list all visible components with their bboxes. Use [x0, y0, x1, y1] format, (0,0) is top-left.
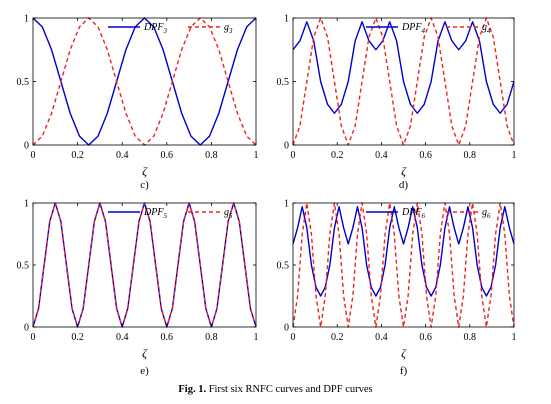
caption-label: Fig. 1. [178, 384, 207, 395]
x-tick-label: 0.2 [71, 150, 84, 161]
legend-entry-dpf4: DPF4 [401, 22, 425, 35]
x-tick-label: 0.4 [375, 150, 388, 161]
x-tick-label: 0.6 [419, 150, 432, 161]
panel-label: d) [399, 179, 409, 191]
series-line-dpf4 [293, 21, 514, 114]
legend-entry-g4: g4 [482, 22, 491, 35]
x-tick-label: 0.2 [331, 150, 344, 161]
x-tick-label: 1 [512, 332, 517, 343]
x-tick-label: 0.4 [116, 332, 129, 343]
legend-entry-dpf6: DPF6 [401, 207, 425, 220]
series-line-g3 [33, 17, 256, 146]
x-axis-label: ζ [401, 164, 407, 178]
y-tick-label: 0 [24, 141, 29, 152]
legend-entry-g6: g6 [482, 207, 491, 220]
x-axis-label: ζ [142, 164, 148, 178]
plot-frame [292, 202, 515, 328]
x-tick-label: 0.4 [116, 150, 129, 161]
x-tick-label: 0.8 [205, 332, 218, 343]
series-line-g6 [293, 202, 514, 328]
series-line-g5 [33, 202, 256, 328]
x-tick-label: 0 [291, 332, 296, 343]
x-tick-label: 0.6 [419, 332, 432, 343]
legend-entry-dpf3: DPF3 [143, 22, 167, 35]
y-tick-label: 1 [24, 199, 29, 210]
chart-panel-4: 0 0.2 0.4 0.6 0.8 1 0 0.5 1 ζ f) DPF6 g6 [277, 199, 517, 378]
y-tick-label: 1 [24, 14, 29, 25]
x-tick-label: 0 [31, 332, 36, 343]
x-tick-label: 0.6 [161, 332, 174, 343]
chart-panel-1: 0 0.2 0.4 0.6 0.8 1 0 0.5 1 ζc) DPF3 g3 [17, 14, 259, 192]
y-tick-label: 0.5 [277, 261, 290, 272]
x-tick-label: 0.8 [464, 332, 477, 343]
legend-entry-dpf5: DPF5 [143, 207, 167, 220]
x-tick-label: 0.8 [205, 150, 218, 161]
x-tick-label: 0.8 [464, 150, 477, 161]
y-tick-label: 0 [284, 141, 289, 152]
series-line-dpf6 [293, 206, 514, 297]
x-tick-label: 0.2 [331, 332, 344, 343]
panel-label: e) [140, 365, 149, 377]
x-tick-label: 0 [291, 150, 296, 161]
y-tick-label: 0.5 [17, 77, 30, 88]
panel-label: c) [140, 179, 149, 191]
x-tick-label: 1 [254, 150, 259, 161]
x-tick-label: 1 [254, 332, 259, 343]
x-tick-label: 0.2 [71, 332, 84, 343]
x-tick-label: 0.4 [375, 332, 388, 343]
x-tick-label: 0.6 [161, 150, 174, 161]
y-tick-label: 0 [284, 323, 289, 334]
panel-label: f) [400, 365, 408, 377]
caption-text: First six RNFC curves and DPF curves [206, 384, 373, 395]
y-tick-label: 0 [24, 323, 29, 334]
x-axis-label: ζ [401, 346, 407, 360]
y-tick-label: 0.5 [277, 77, 290, 88]
chart-panel-3: 0 0.2 0.4 0.6 0.8 1 0 0.5 1 ζ e) DPF5 g5 [17, 199, 259, 378]
y-tick-label: 1 [284, 199, 289, 210]
plot-frame [32, 17, 257, 146]
figure-caption: Fig. 1. First six RNFC curves and DPF cu… [0, 384, 551, 395]
y-tick-label: 0.5 [17, 261, 30, 272]
chart-panel-2: 0 0.2 0.4 0.6 0.8 1 0 0.5 1 ζd) DPF4 g4 [277, 14, 517, 192]
legend-entry-g5: g5 [224, 207, 233, 220]
legend-entry-g3: g3 [224, 22, 233, 35]
x-tick-label: 1 [512, 150, 517, 161]
series-line-dpf3 [33, 17, 256, 146]
x-axis-label: ζ [142, 346, 148, 360]
x-tick-label: 0 [31, 150, 36, 161]
y-tick-label: 1 [284, 14, 289, 25]
